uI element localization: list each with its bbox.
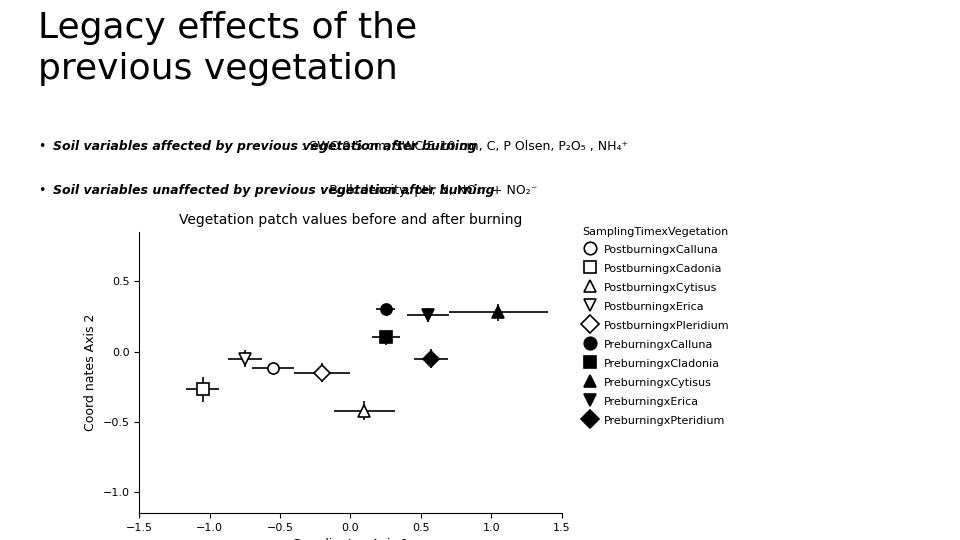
Text: Soil variables affected by previous vegetation after burning: Soil variables affected by previous vege… [53, 140, 477, 153]
Title: Vegetation patch values before and after burning: Vegetation patch values before and after… [179, 213, 522, 227]
Y-axis label: Coord nates Axis 2: Coord nates Axis 2 [84, 314, 97, 431]
Text: : SWC 0-5 cm, SWC 5-10 cm, C, P Olsen, P₂O₅ , NH₄⁺: : SWC 0-5 cm, SWC 5-10 cm, C, P Olsen, P… [53, 140, 628, 153]
Text: •: • [38, 184, 46, 197]
Text: Legacy effects of the
previous vegetation: Legacy effects of the previous vegetatio… [38, 11, 418, 85]
Text: : Bulk density, pH, N, NO₃⁻ + NO₂⁻: : Bulk density, pH, N, NO₃⁻ + NO₂⁻ [53, 184, 538, 197]
Text: •: • [38, 140, 46, 153]
Text: Soil variables unaffected by previous vegetation after burning: Soil variables unaffected by previous ve… [53, 184, 494, 197]
Legend: PostburningxCalluna, PostburningxCadonia, PostburningxCytisus, PostburningxErica: PostburningxCalluna, PostburningxCadonia… [582, 227, 730, 427]
X-axis label: Coordinates Axis 1: Coordinates Axis 1 [292, 538, 409, 540]
